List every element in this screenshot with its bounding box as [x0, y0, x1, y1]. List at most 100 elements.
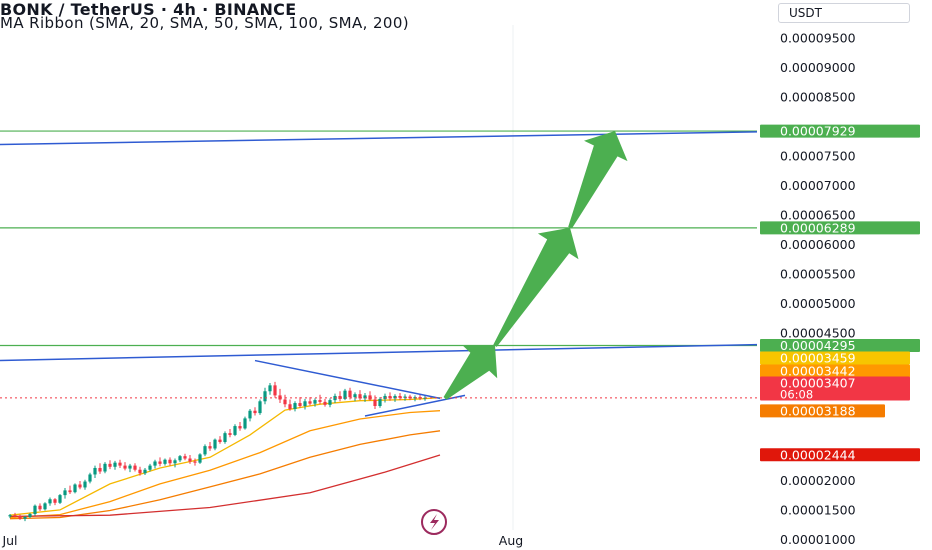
- candle: [198, 453, 202, 464]
- candle: [263, 387, 267, 405]
- candle: [108, 460, 112, 470]
- candle: [78, 480, 82, 490]
- candle: [248, 408, 252, 422]
- price-tag[interactable]: 0.00006289: [760, 220, 920, 235]
- candle: [153, 459, 157, 469]
- trendline[interactable]: [364, 394, 466, 417]
- time-tick-label: Jul: [1, 533, 17, 548]
- price-axis-background: [757, 25, 932, 550]
- candle: [103, 462, 107, 474]
- chart-title: BONK / TetherUS · 4h · BINANCE: [0, 0, 297, 19]
- candle: [18, 514, 22, 520]
- price-tag[interactable]: 0.00002444: [760, 447, 920, 462]
- price-tag[interactable]: 0.00003442: [760, 364, 910, 379]
- countdown-label: 06:08: [780, 388, 813, 402]
- candle: [43, 502, 47, 511]
- candle: [148, 463, 152, 472]
- price-tick-label: 0.00008500: [780, 89, 856, 104]
- candle: [268, 382, 272, 395]
- projection-arrows: [443, 131, 628, 400]
- candle: [8, 514, 12, 519]
- candle: [113, 460, 117, 470]
- candle: [13, 512, 17, 518]
- ma-line-100: [9, 430, 441, 520]
- candle: [293, 401, 297, 412]
- candle: [388, 392, 392, 401]
- projection-arrow-segment: [568, 131, 628, 229]
- indicator-legend[interactable]: MA Ribbon (SMA, 20, SMA, 50, SMA, 100, S…: [0, 14, 410, 32]
- candle: [23, 515, 27, 522]
- candle: [88, 472, 92, 484]
- candle: [318, 394, 322, 405]
- candle: [93, 465, 97, 479]
- price-tick-label: 0.00001000: [780, 532, 856, 547]
- candle: [288, 399, 292, 411]
- price-tick-label: 0.00001500: [780, 502, 856, 517]
- projection-arrow-segment: [443, 345, 498, 400]
- candle: [48, 497, 52, 506]
- price-tick-label: 0.00005000: [780, 296, 856, 311]
- price-tick-label: 0.00006000: [780, 237, 856, 252]
- trendline[interactable]: [0, 342, 811, 362]
- candle: [158, 457, 162, 467]
- candle: [223, 431, 227, 444]
- ma-line-200: [9, 454, 441, 518]
- price-tag[interactable]: 0.00003188: [760, 403, 885, 418]
- price-tick-label: 0.00007000: [780, 178, 856, 193]
- price-tick-label: 0.00009000: [780, 60, 856, 75]
- candle: [303, 398, 307, 410]
- candle: [33, 504, 37, 516]
- candle: [358, 390, 362, 401]
- time-axis[interactable]: Jul Aug: [1, 533, 523, 548]
- price-tag-value: 0.00007929: [780, 124, 856, 139]
- candle: [313, 398, 317, 407]
- candle: [343, 388, 347, 401]
- candle: [323, 398, 327, 407]
- candle: [83, 479, 87, 490]
- trendlines: [0, 130, 811, 417]
- candle: [123, 462, 127, 471]
- candle: [203, 444, 207, 457]
- candles: [8, 381, 427, 522]
- candle: [163, 458, 167, 466]
- candle: [38, 503, 42, 512]
- price-tag[interactable]: 0.00004295: [760, 338, 920, 353]
- candle: [173, 458, 177, 468]
- candle: [183, 453, 187, 461]
- price-tag[interactable]: 0.00007929: [760, 124, 920, 139]
- projection-arrow-segment: [493, 227, 579, 347]
- tradingview-logo-icon[interactable]: [421, 509, 447, 535]
- candle: [58, 493, 62, 504]
- price-tag-value: 0.00003188: [780, 403, 856, 418]
- candle: [328, 398, 332, 408]
- candle: [213, 438, 217, 451]
- price-tag-value: 0.00003459: [780, 351, 856, 366]
- price-tick-label: 0.00006500: [780, 207, 856, 222]
- price-tag-value: 0.00006289: [780, 220, 856, 235]
- ma-line-20: [9, 397, 441, 516]
- price-tick-label: 0.00007500: [780, 148, 856, 163]
- candle: [283, 394, 287, 408]
- candle: [208, 442, 212, 451]
- price-tag-value: 0.00003407: [780, 376, 856, 391]
- price-tag-value: 0.00004295: [780, 338, 856, 353]
- candle: [308, 397, 312, 406]
- trendline[interactable]: [0, 130, 811, 146]
- horizontal-levels: [0, 130, 760, 347]
- price-tick-label: 0.00005500: [780, 266, 856, 281]
- candle: [218, 436, 222, 444]
- candle: [53, 498, 57, 506]
- candle: [168, 457, 172, 466]
- candle: [73, 483, 77, 494]
- trendline[interactable]: [254, 359, 441, 400]
- candle: [373, 395, 377, 409]
- price-tag[interactable]: 0.00003459: [760, 351, 910, 366]
- candle: [273, 381, 277, 398]
- candle: [28, 512, 32, 519]
- price-tag-value: 0.00002444: [780, 447, 856, 462]
- currency-selector[interactable]: USDT: [778, 3, 910, 23]
- price-tick-label: 0.00009500: [780, 30, 856, 45]
- candle: [233, 424, 237, 437]
